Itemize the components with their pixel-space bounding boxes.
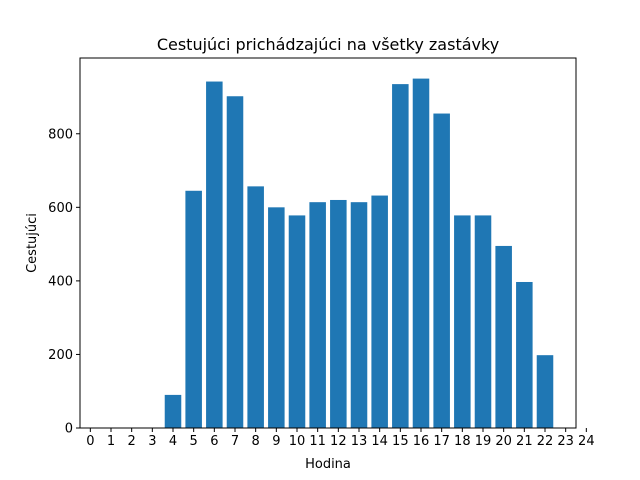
x-tick-label-3: 3	[148, 434, 156, 449]
y-tick-label-800: 800	[48, 127, 73, 142]
x-tick-label-10: 10	[289, 434, 306, 449]
bar-hour-14	[371, 195, 388, 428]
bars-group	[164, 78, 554, 429]
bar-hour-8	[247, 186, 264, 428]
bar-hour-7	[226, 96, 244, 429]
bar-hour-18	[454, 215, 471, 428]
x-tick-label-19: 19	[475, 434, 492, 449]
x-tick-label-1: 1	[107, 434, 115, 449]
x-tick-label-18: 18	[454, 434, 471, 449]
x-tick-label-0: 0	[86, 434, 94, 449]
x-tick-label-14: 14	[371, 434, 388, 449]
bar-hour-11	[309, 202, 326, 428]
bar-hour-16	[412, 78, 430, 428]
y-tick-label-0: 0	[65, 422, 73, 437]
bar-hour-4	[164, 394, 182, 428]
x-tick-label-11: 11	[309, 434, 326, 449]
x-tick-label-2: 2	[128, 434, 136, 449]
x-tick-label-23: 23	[557, 434, 574, 449]
bar-hour-22	[536, 355, 554, 428]
x-tick-label-17: 17	[433, 434, 450, 449]
x-tick-label-5: 5	[190, 434, 198, 449]
x-tick-label-16: 16	[413, 434, 430, 449]
x-tick-label-8: 8	[252, 434, 260, 449]
x-tick-label-15: 15	[392, 434, 409, 449]
y-tick-label-600: 600	[48, 201, 73, 216]
bar-hour-9	[268, 207, 285, 428]
x-tick-label-6: 6	[210, 434, 218, 449]
x-axis-label: Hodina	[305, 457, 351, 472]
bar-hour-20	[495, 245, 512, 428]
y-axis-label: Cestujúci	[25, 213, 40, 273]
x-tick-label-12: 12	[330, 434, 347, 449]
bar-hour-12	[330, 199, 347, 428]
x-tick-label-13: 13	[351, 434, 368, 449]
y-axis: 0 200 400 600 800	[48, 127, 80, 437]
x-tick-label-21: 21	[516, 434, 533, 449]
x-tick-label-9: 9	[272, 434, 280, 449]
x-tick-label-22: 22	[537, 434, 554, 449]
y-tick-label-200: 200	[48, 348, 73, 363]
x-tick-label-7: 7	[231, 434, 239, 449]
bar-hour-13	[350, 202, 368, 428]
bar-hour-21	[516, 281, 533, 428]
x-axis: 0 1 2 3 4 5 6 7 8 9 10 11 12 13 14 15 16 17 18 19 20 21 22 23 24	[86, 428, 595, 449]
bar-hour-10	[288, 215, 306, 428]
y-tick-label-400: 400	[48, 274, 73, 289]
bar-hour-15	[392, 84, 409, 429]
chart-title: Cestujúci prichádzajúci na všetky zastáv…	[157, 35, 499, 54]
bar-hour-6	[206, 81, 223, 429]
plot-frame	[79, 57, 577, 429]
bar-hour-5	[185, 190, 202, 428]
x-tick-label-24: 24	[578, 434, 595, 449]
x-tick-label-20: 20	[495, 434, 512, 449]
bar-hour-19	[474, 215, 492, 428]
bar-hour-17	[433, 113, 450, 429]
x-tick-label-4: 4	[169, 434, 177, 449]
